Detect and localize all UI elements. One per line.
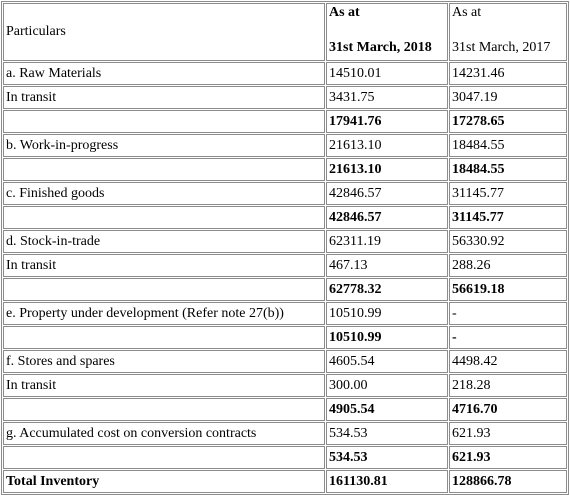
header-2017-line2: 31st March, 2017 xyxy=(452,40,551,55)
row-value-2018: 4605.54 xyxy=(326,350,448,373)
row-label xyxy=(3,446,325,469)
row-label: In transit xyxy=(3,374,325,397)
table-row: 10510.99- xyxy=(3,326,567,349)
row-value-2017: 218.28 xyxy=(449,374,567,397)
row-value-2017: 3047.19 xyxy=(449,86,567,109)
table-row: d. Stock-in-trade 62311.19 56330.92 xyxy=(3,230,567,253)
row-value-2017: - xyxy=(449,326,567,349)
row-value-2018: 300.00 xyxy=(326,374,448,397)
table-row: In transit 3431.75 3047.19 xyxy=(3,86,567,109)
row-value-2018: 467.13 xyxy=(326,254,448,277)
table-row: b. Work-in-progress 21613.10 18484.55 xyxy=(3,134,567,157)
table-row: f. Stores and spares 4605.54 4498.42 xyxy=(3,350,567,373)
table-row: 62778.32 56619.18 xyxy=(3,278,567,301)
row-label: e. Property under development (Refer not… xyxy=(3,302,325,325)
table-row: g. Accumulated cost on conversion contra… xyxy=(3,422,567,445)
row-value-2017: 4716.70 xyxy=(449,398,567,421)
row-value-2018: 62311.19 xyxy=(326,230,448,253)
table-row: a. Raw Materials 14510.01 14231.46 xyxy=(3,62,567,85)
row-value-2017: 17278.65 xyxy=(449,110,567,133)
row-value-2017: 31145.77 xyxy=(449,206,567,229)
row-label: g. Accumulated cost on conversion contra… xyxy=(3,422,325,445)
row-label: f. Stores and spares xyxy=(3,350,325,373)
row-value-2017: 128866.78 xyxy=(449,470,567,493)
row-label xyxy=(3,326,325,349)
header-2017-line1: As at xyxy=(452,5,482,20)
row-value-2017: - xyxy=(449,302,567,325)
table-row: e. Property under development (Refer not… xyxy=(3,302,567,325)
row-value-2017: 14231.46 xyxy=(449,62,567,85)
row-label xyxy=(3,158,325,181)
row-label: In transit xyxy=(3,86,325,109)
table-row: c. Finished goods 42846.57 31145.77 xyxy=(3,182,567,205)
row-value-2017: 288.26 xyxy=(449,254,567,277)
row-value-2017: 56330.92 xyxy=(449,230,567,253)
row-label xyxy=(3,398,325,421)
row-value-2017: 31145.77 xyxy=(449,182,567,205)
row-value-2018: 3431.75 xyxy=(326,86,448,109)
row-label xyxy=(3,110,325,133)
row-label xyxy=(3,206,325,229)
row-value-2018: 42846.57 xyxy=(326,182,448,205)
table-row: 17941.76 17278.65 xyxy=(3,110,567,133)
row-value-2018: 534.53 xyxy=(326,422,448,445)
table-row: In transit 300.00 218.28 xyxy=(3,374,567,397)
table-row: In transit 467.13 288.26 xyxy=(3,254,567,277)
header-2018: As at 31st March, 2018 xyxy=(326,3,448,61)
row-label xyxy=(3,278,325,301)
row-label: Total Inventory xyxy=(3,470,325,493)
row-value-2018: 17941.76 xyxy=(326,110,448,133)
row-value-2018: 62778.32 xyxy=(326,278,448,301)
table-row: 534.53 621.93 xyxy=(3,446,567,469)
row-value-2017: 4498.42 xyxy=(449,350,567,373)
row-value-2018: 161130.81 xyxy=(326,470,448,493)
row-value-2017: 18484.55 xyxy=(449,158,567,181)
header-row: Particulars As at 31st March, 2018 As at… xyxy=(3,3,567,61)
row-value-2018: 4905.54 xyxy=(326,398,448,421)
table-row: Total Inventory 161130.81 128866.78 xyxy=(3,470,567,493)
table-row: 4905.54 4716.70 xyxy=(3,398,567,421)
row-value-2017: 621.93 xyxy=(449,422,567,445)
row-value-2017: 621.93 xyxy=(449,446,567,469)
row-value-2018: 14510.01 xyxy=(326,62,448,85)
table-body: a. Raw Materials 14510.01 14231.46 In trans… xyxy=(3,62,567,493)
row-label: d. Stock-in-trade xyxy=(3,230,325,253)
row-label: In transit xyxy=(3,254,325,277)
row-value-2017: 18484.55 xyxy=(449,134,567,157)
header-particulars: Particulars xyxy=(3,3,325,61)
row-label: b. Work-in-progress xyxy=(3,134,325,157)
table-row: 21613.10 18484.55 xyxy=(3,158,567,181)
row-value-2018: 42846.57 xyxy=(326,206,448,229)
row-label: a. Raw Materials xyxy=(3,62,325,85)
row-value-2018: 10510.99 xyxy=(326,302,448,325)
row-value-2018: 534.53 xyxy=(326,446,448,469)
row-value-2017: 56619.18 xyxy=(449,278,567,301)
row-value-2018: 10510.99 xyxy=(326,326,448,349)
header-2017: As at 31st March, 2017 xyxy=(449,3,567,61)
row-value-2018: 21613.10 xyxy=(326,134,448,157)
header-2018-line1: As at xyxy=(329,5,360,20)
table-row: 42846.57 31145.77 xyxy=(3,206,567,229)
row-label: c. Finished goods xyxy=(3,182,325,205)
row-value-2018: 21613.10 xyxy=(326,158,448,181)
header-2018-line2: 31st March, 2018 xyxy=(329,40,432,55)
